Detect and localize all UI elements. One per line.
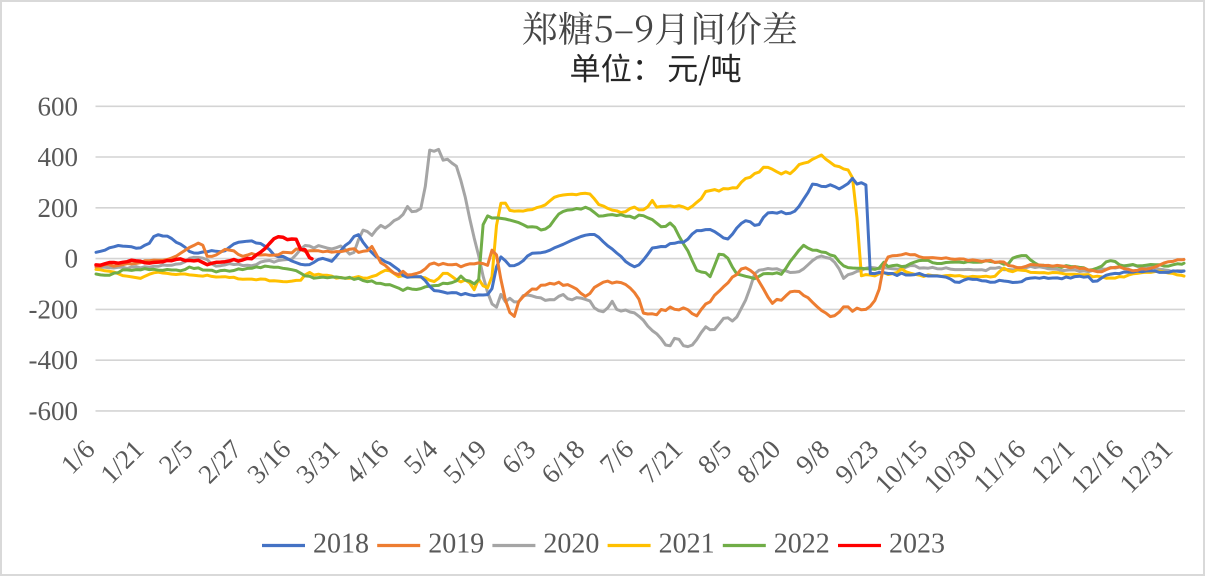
svg-text:0: 0 (65, 244, 79, 274)
svg-text:-200: -200 (29, 294, 79, 324)
svg-text:-400: -400 (29, 345, 79, 375)
svg-text:600: 600 (38, 91, 79, 121)
svg-text:2019: 2019 (428, 529, 484, 560)
svg-text:200: 200 (38, 193, 79, 223)
svg-text:2018: 2018 (313, 529, 369, 560)
svg-text:-600: -600 (29, 396, 79, 426)
svg-text:2021: 2021 (659, 529, 715, 560)
svg-text:2022: 2022 (774, 529, 830, 560)
svg-text:2020: 2020 (543, 529, 599, 560)
svg-text:400: 400 (38, 142, 79, 172)
svg-text:2023: 2023 (889, 529, 945, 560)
